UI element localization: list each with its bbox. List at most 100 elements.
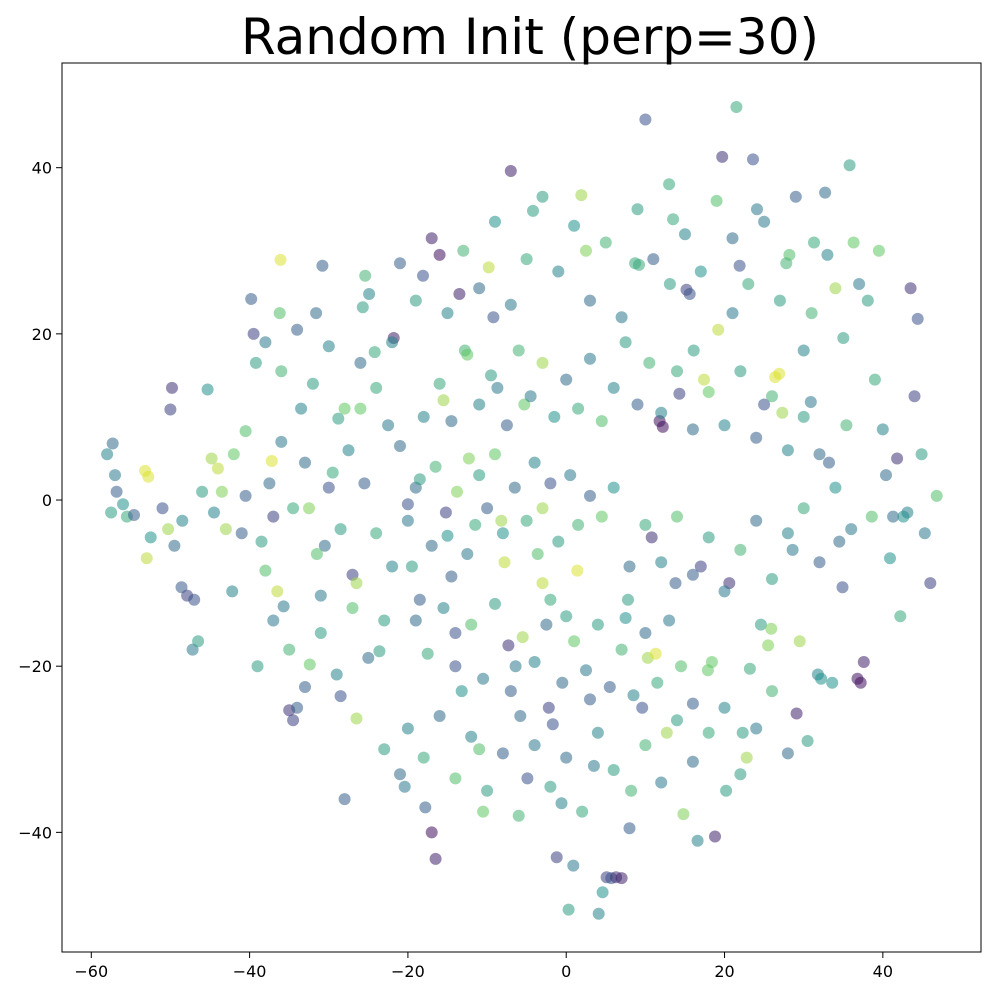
scatter-point [663, 178, 676, 191]
scatter-point [536, 502, 549, 515]
scatter-point [691, 834, 704, 847]
scatter-point [619, 612, 632, 624]
scatter-point [651, 676, 664, 689]
x-tick-label: 20 [714, 962, 734, 981]
scatter-point [580, 664, 592, 677]
scatter-point [310, 548, 323, 560]
scatter-point [140, 552, 153, 565]
scatter-point [823, 456, 835, 469]
scatter-point [502, 639, 515, 652]
scatter-point [762, 639, 775, 652]
scatter-point [504, 685, 517, 698]
scatter-point [829, 282, 842, 295]
scatter-point [840, 419, 853, 432]
scatter-point [837, 332, 850, 344]
scatter-point [686, 697, 699, 710]
scatter-point [876, 423, 889, 436]
scatter-point [144, 531, 157, 544]
scatter-point [117, 498, 129, 511]
scatter-point [591, 618, 604, 631]
scatter-point [595, 510, 608, 523]
scatter-point [536, 356, 549, 369]
scatter-point [813, 448, 826, 461]
scatter-point [750, 431, 763, 444]
scatter-point [560, 373, 573, 386]
scatter-point [754, 618, 767, 631]
scatter-point [267, 510, 280, 523]
scatter-point [687, 344, 700, 357]
scatter-point [425, 539, 438, 552]
scatter-point [142, 470, 155, 483]
scatter-point [815, 672, 828, 685]
scatter-point [310, 307, 323, 320]
scatter-point [485, 369, 497, 382]
scatter-point [405, 560, 418, 573]
scatter-point [219, 523, 232, 536]
scatter-point [398, 780, 411, 793]
scatter-point [291, 323, 304, 336]
scatter-point [504, 298, 517, 311]
scatter-point [473, 398, 486, 411]
x-axis: −60 −40 −20 0 20 40 [74, 952, 893, 981]
scatter-point [363, 288, 376, 300]
scatter-point [338, 402, 351, 415]
scatter-point [623, 822, 636, 835]
scatter-point [326, 466, 339, 479]
scatter-point [847, 236, 860, 249]
scatter-point [930, 489, 943, 502]
scatter-point [358, 477, 371, 490]
scatter-point [915, 448, 928, 461]
scatter-point [413, 473, 426, 486]
scatter-point [451, 485, 463, 498]
scatter-point [106, 437, 119, 450]
scatter-point [175, 581, 188, 594]
scatter-point [636, 701, 649, 714]
scatter-point [766, 685, 778, 698]
scatter-point [437, 394, 450, 407]
scatter-point [489, 215, 501, 228]
scatter-point [235, 527, 248, 540]
scatter-point [576, 805, 589, 818]
scatter-point [334, 690, 347, 703]
scatter-point [373, 645, 386, 658]
scatter-point [797, 410, 810, 423]
scatter-point [491, 381, 504, 394]
scatter-point [726, 232, 739, 245]
scatter-point [734, 365, 747, 378]
scatter-point [702, 531, 715, 544]
scatter-point [425, 826, 438, 839]
scatter-point [524, 390, 537, 403]
scatter-point [275, 365, 288, 378]
scatter-point [880, 469, 892, 482]
x-tick-label: −20 [391, 962, 425, 981]
scatter-point [273, 307, 286, 320]
scatter-point [639, 113, 652, 126]
scatter-point [734, 768, 747, 781]
scatter-point [891, 452, 904, 465]
scatter-point [673, 387, 686, 400]
scatter-point [433, 377, 446, 390]
scatter-point [836, 581, 849, 594]
scatter-point [572, 518, 585, 531]
scatter-point [843, 159, 856, 172]
scatter-point [439, 506, 452, 519]
scatter-point [575, 189, 588, 202]
scatter-point [419, 801, 432, 814]
scatter-point [316, 259, 329, 272]
scatter-point [567, 859, 580, 872]
scatter-point [773, 367, 786, 380]
scatter-point [378, 743, 391, 756]
scatter-point [660, 726, 673, 739]
scatter-point [845, 523, 858, 536]
scatter-point [546, 718, 559, 731]
scatter-point [346, 602, 359, 614]
scatter-point [750, 722, 763, 735]
scatter-point [789, 190, 802, 203]
scatter-point [861, 294, 874, 307]
scatter-point [733, 259, 746, 272]
scatter-point [564, 469, 577, 482]
scatter-point [274, 253, 287, 266]
scatter-point [306, 377, 319, 390]
scatter-point [251, 660, 264, 673]
scatter-point [596, 886, 609, 899]
